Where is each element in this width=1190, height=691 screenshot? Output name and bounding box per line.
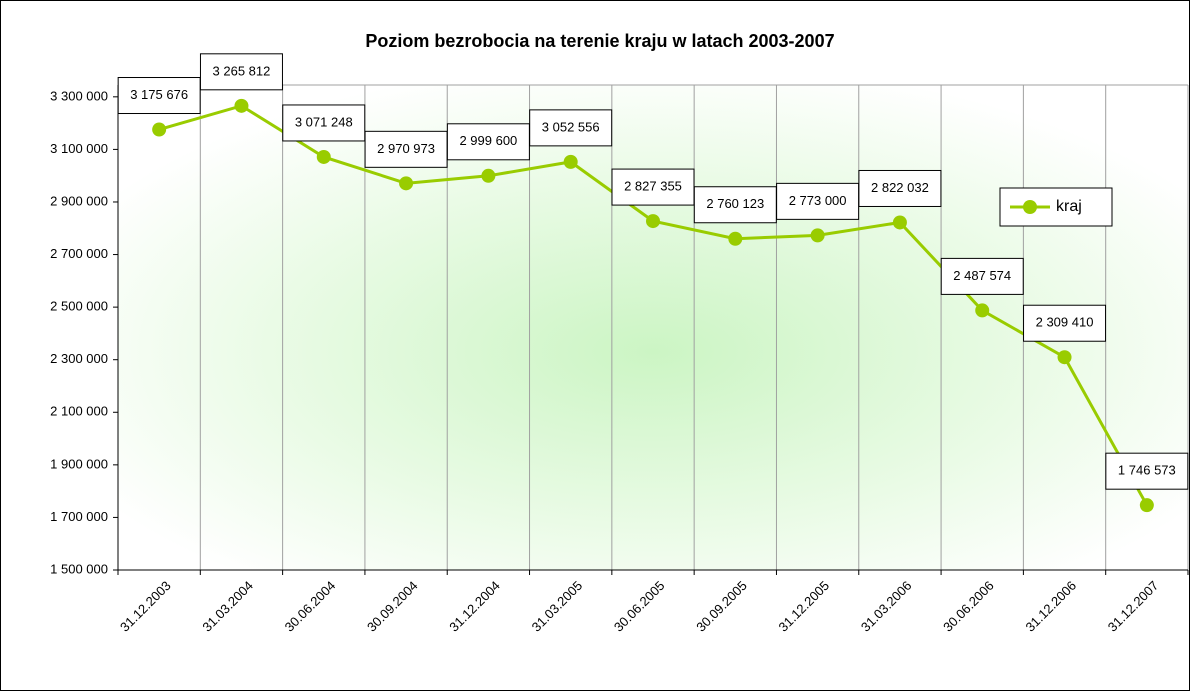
- value-label-box: [858, 169, 942, 207]
- value-label: 2 487 574: [953, 268, 1011, 283]
- legend-marker: [1023, 200, 1037, 214]
- value-label: 2 822 032: [871, 180, 929, 195]
- value-label-box: [282, 104, 366, 142]
- y-tick-label: 2 900 000: [50, 193, 108, 208]
- y-tick-label: 2 500 000: [50, 299, 108, 314]
- y-tick-label: 2 300 000: [50, 351, 108, 366]
- point: [399, 176, 414, 191]
- value-label: 2 827 355: [624, 179, 682, 194]
- value-label-box: [364, 130, 448, 168]
- value-label-box: [446, 123, 530, 161]
- value-label-box: [117, 77, 201, 115]
- value-label-box: [940, 257, 1024, 295]
- point: [152, 122, 167, 137]
- value-label-box: [529, 109, 613, 147]
- value-label-box: [1105, 452, 1189, 490]
- y-tick-label: 2 700 000: [50, 246, 108, 261]
- chart-title: Poziom bezrobocia na terenie kraju w lat…: [365, 31, 834, 51]
- value-label: 2 970 973: [377, 141, 435, 156]
- value-label: 3 052 556: [542, 119, 600, 134]
- value-label-box: [776, 182, 860, 220]
- y-tick-label: 1 500 000: [50, 561, 108, 576]
- value-label: 2 760 123: [706, 196, 764, 211]
- value-label-box: [1023, 304, 1107, 342]
- y-tick-label: 1 900 000: [50, 456, 108, 471]
- y-tick-label: 3 100 000: [50, 141, 108, 156]
- value-label-box: [693, 186, 777, 224]
- value-label: 1 746 573: [1118, 463, 1176, 478]
- y-tick-label: 2 100 000: [50, 404, 108, 419]
- point: [810, 228, 825, 243]
- point: [563, 154, 578, 169]
- point: [728, 231, 743, 246]
- value-label-box: [199, 53, 283, 91]
- point: [481, 168, 496, 183]
- value-label: 2 999 600: [459, 133, 517, 148]
- point: [1139, 498, 1154, 513]
- point: [316, 149, 331, 164]
- point: [234, 98, 249, 113]
- value-label: 3 175 676: [130, 87, 188, 102]
- point: [1057, 350, 1072, 365]
- y-tick-label: 1 700 000: [50, 509, 108, 524]
- value-label: 2 773 000: [789, 193, 847, 208]
- point: [975, 303, 990, 318]
- value-label: 2 309 410: [1036, 315, 1094, 330]
- y-tick-label: 3 300 000: [50, 88, 108, 103]
- value-label: 3 265 812: [213, 63, 271, 78]
- value-label-box: [611, 168, 695, 206]
- value-label: 3 071 248: [295, 114, 353, 129]
- legend-label: kraj: [1056, 198, 1082, 215]
- point: [892, 215, 907, 230]
- point: [646, 214, 660, 229]
